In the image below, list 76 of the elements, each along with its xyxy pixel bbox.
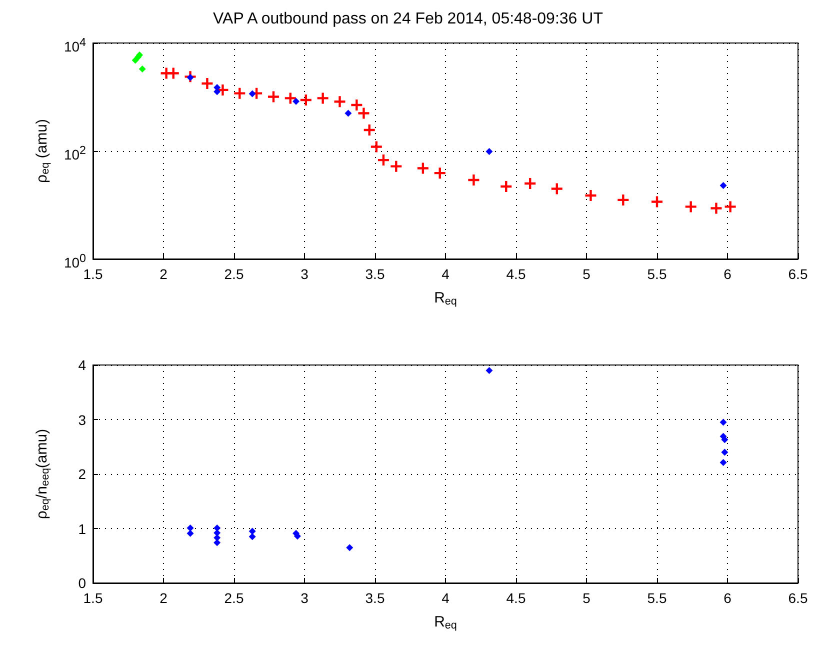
point — [168, 68, 179, 79]
point — [685, 201, 696, 212]
x-tick-label: 6.5 — [788, 266, 808, 282]
y-tick-label: 2 — [78, 465, 86, 483]
x-tick-label: 3.5 — [365, 266, 385, 282]
point — [710, 202, 722, 214]
point — [720, 182, 727, 189]
y-tick-label: 1 — [78, 520, 86, 538]
x-tick-label: 6 — [724, 590, 732, 606]
x-tick-label: 2.5 — [224, 590, 244, 606]
x-tick-label: 4.5 — [506, 266, 526, 282]
x-tick-label: 1.5 — [83, 266, 103, 282]
x-tick-label: 3 — [300, 590, 309, 606]
point — [720, 459, 727, 466]
y-tick-label: 3 — [78, 410, 86, 428]
point — [486, 148, 493, 155]
y-axis-title: ρeq/neeq(amu) — [34, 428, 52, 520]
point — [358, 108, 370, 119]
point — [351, 100, 362, 111]
point — [500, 181, 512, 192]
x-tick-label: 5 — [582, 590, 591, 606]
point — [417, 162, 428, 174]
point — [378, 154, 389, 166]
x-tick-label: 5.5 — [647, 266, 667, 282]
point — [214, 539, 221, 546]
point — [724, 201, 736, 212]
point — [346, 544, 354, 552]
point — [652, 196, 662, 208]
y-tick-label: 0 — [78, 574, 86, 592]
y-tick-label: 10$^{2}$ — [64, 143, 86, 163]
point — [186, 530, 194, 537]
y-tick-label: 10$^{4}$ — [64, 35, 86, 55]
x-tick-label: 6.5 — [788, 590, 808, 606]
point — [721, 448, 728, 456]
y-axis-title: ρeq (amu) — [34, 119, 52, 183]
x-tick-label: 2.5 — [224, 266, 244, 282]
x-tick-label: 4 — [442, 590, 450, 606]
point — [390, 160, 402, 172]
point — [292, 98, 300, 105]
point — [524, 178, 536, 190]
point — [186, 524, 194, 532]
point — [248, 533, 256, 540]
x-tick-label: 3.5 — [365, 590, 385, 606]
point — [434, 168, 446, 179]
point — [138, 66, 146, 72]
x-tick-label: 6 — [724, 266, 732, 282]
point — [284, 92, 296, 104]
point — [585, 190, 596, 201]
point — [468, 174, 480, 186]
point — [248, 528, 256, 535]
point — [618, 194, 629, 206]
point — [370, 141, 382, 152]
point — [364, 124, 375, 136]
point — [486, 366, 493, 374]
x-tick-label: 4.5 — [506, 590, 526, 606]
point — [202, 78, 213, 89]
x-tick-label: 2 — [160, 590, 168, 606]
point — [248, 90, 256, 98]
point — [344, 110, 352, 117]
point — [300, 94, 312, 106]
x-tick-label: 1.5 — [83, 590, 103, 606]
x-tick-label: 4 — [442, 266, 450, 282]
y-tick-label: 10$^{0}$ — [64, 252, 86, 271]
x-tick-label: 5.5 — [647, 590, 667, 606]
point — [551, 183, 562, 194]
x-tick-label: 5 — [582, 266, 591, 282]
x-tick-label: 2 — [160, 266, 168, 282]
y-tick-label: 4 — [78, 356, 86, 374]
x-tick-label: 3 — [300, 266, 309, 282]
point — [268, 91, 279, 102]
point — [234, 88, 246, 99]
point — [317, 92, 328, 104]
point — [334, 96, 346, 108]
point — [721, 436, 728, 444]
chart-title: VAP A outbound pass on 24 Feb 2014, 05:48-09:36 UT — [213, 10, 604, 28]
point — [720, 418, 727, 426]
